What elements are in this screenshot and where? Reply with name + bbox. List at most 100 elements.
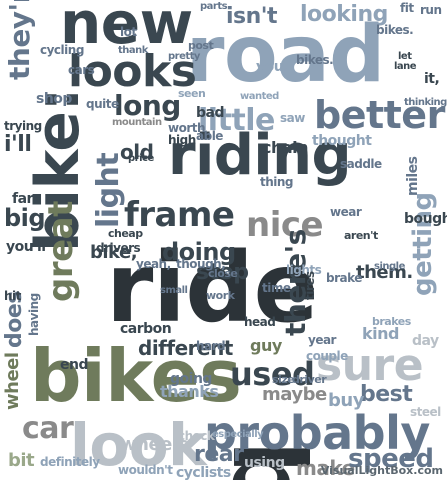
word-doing: doing: [162, 238, 236, 266]
word-youll: you'll: [6, 239, 46, 255]
word-better: better: [314, 93, 445, 137]
word-definitely: definitely: [40, 455, 100, 469]
word-mountain: mountain: [112, 117, 162, 128]
word-cycling: cycling: [40, 43, 84, 57]
word-buy: buy: [328, 390, 364, 411]
word-wheel: wheel: [2, 352, 23, 410]
word-tires: tires: [303, 271, 317, 300]
word-kind: kind: [362, 324, 399, 343]
word-work: work: [206, 289, 235, 302]
word-saw: saw: [280, 111, 305, 125]
word-cheap: cheap: [108, 227, 143, 240]
word-head: head: [244, 315, 276, 329]
word-best: best: [360, 382, 413, 407]
word-lights: lights: [286, 263, 322, 277]
word-wheels: wheels: [120, 434, 188, 455]
word-make: make: [296, 456, 355, 480]
word-getting: getting: [408, 192, 438, 296]
word-chain: chain: [262, 138, 309, 157]
word-bought: bought: [404, 211, 447, 227]
word-high: high: [168, 133, 196, 147]
word-worth: worth: [168, 121, 206, 135]
word-lot: lot: [120, 25, 137, 39]
word-old: old: [120, 140, 154, 164]
word-probably: probably: [204, 406, 430, 460]
word-wouldnt: wouldn't: [118, 463, 173, 477]
word-bad: bad: [196, 105, 225, 121]
word-single: single: [374, 261, 405, 272]
word-bike-comma: bike,: [90, 242, 138, 263]
word-bikes-colon: bikes.: [376, 23, 414, 37]
word-especially: especially: [212, 429, 264, 440]
word-nice: nice: [246, 205, 324, 245]
word-quite: quite: [86, 97, 119, 111]
word-cars: cars: [68, 63, 95, 77]
word-little: little: [198, 103, 275, 138]
word-bikes-period: bikes.: [296, 53, 334, 67]
word-rear: rear: [194, 442, 244, 467]
word-it: it,: [424, 71, 440, 87]
word-couple: couple: [306, 349, 348, 363]
word-seen: seen: [178, 87, 206, 100]
word-bikes: bikes: [30, 334, 242, 418]
word-thinking: thinking: [404, 97, 447, 108]
word-carbon: carbon: [120, 321, 172, 337]
word-using: using: [244, 455, 285, 471]
word-hit: hit: [4, 289, 21, 303]
word-looking: looking: [300, 2, 388, 27]
word-riding: riding: [168, 123, 352, 188]
word-steel: steel: [410, 405, 441, 419]
word-close: close: [208, 267, 238, 280]
word-wanted: wanted: [240, 91, 279, 102]
word-thing: thing: [260, 175, 294, 189]
word-post: post: [188, 39, 214, 52]
word-isnt: isn't: [226, 4, 278, 29]
word-year: year: [308, 333, 336, 347]
word-you: you.: [256, 59, 289, 75]
word-shop: shop: [36, 91, 72, 107]
word-new: new: [60, 0, 193, 57]
word-miles: miles: [405, 156, 421, 196]
word-time: time: [262, 281, 291, 295]
word-let: let: [398, 51, 412, 62]
word-small: small: [160, 285, 188, 296]
word-cyclists: cyclists: [176, 465, 231, 480]
word-light: light: [91, 152, 126, 228]
word-big: big: [4, 204, 46, 232]
word-far: far: [12, 191, 33, 207]
word-driver: driver: [292, 373, 327, 386]
word-check: check: [178, 429, 215, 443]
word-size: size: [272, 373, 295, 386]
word-having: having: [27, 293, 41, 336]
word-great: great: [41, 201, 81, 302]
word-run: run: [420, 3, 442, 17]
word-sure: sure: [316, 340, 424, 391]
word-trying: trying: [4, 119, 42, 133]
word-drivers: drivers: [96, 241, 141, 255]
word-thanks: thanks: [160, 382, 219, 401]
word-ill: i'll: [4, 132, 32, 157]
word-price: price: [128, 153, 154, 164]
word-ride: ride: [106, 232, 319, 344]
word-car: car: [22, 411, 74, 446]
word-bit: bit: [8, 450, 35, 471]
word-speed: speed: [348, 444, 434, 474]
word-end: end: [60, 357, 88, 373]
word-day: day: [412, 333, 439, 349]
word-saddle: saddle: [340, 157, 382, 171]
word-look: look: [70, 411, 207, 479]
word-going: going: [170, 371, 212, 387]
word-theyre: they're: [3, 0, 36, 80]
word-pretty: pretty: [168, 51, 200, 62]
word-them: them.: [356, 262, 413, 283]
word-lane: lane: [394, 61, 417, 72]
word-arent: aren't: [344, 229, 378, 242]
word-hard: hard: [196, 339, 226, 353]
word-maybe: maybe: [262, 384, 327, 405]
word-though: though,: [176, 257, 226, 271]
word-guy: guy: [250, 336, 282, 355]
word-different: different: [138, 336, 233, 360]
word-thought: thought: [312, 133, 372, 149]
credit-watermark: VisualLightBox.com: [320, 464, 443, 477]
